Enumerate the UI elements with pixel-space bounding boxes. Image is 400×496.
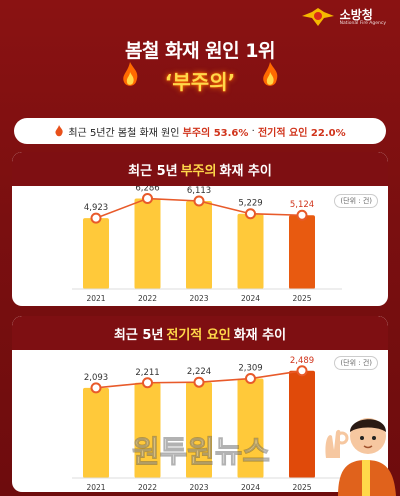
chart-title-prefix: 최근 5년 bbox=[128, 163, 178, 179]
bar-line-chart: 4,923 2021 6,286 2022 6,113 2023 5,229 2024 5,12… bbox=[72, 186, 342, 303]
summary-electrical: 전기적 요인 22.0% bbox=[257, 127, 346, 139]
bar bbox=[83, 218, 109, 289]
chart-title-highlight: 부주의 bbox=[180, 163, 217, 179]
x-tick-label: 2024 bbox=[241, 483, 260, 492]
fire-agency-emblem-icon bbox=[301, 8, 334, 26]
data-label: 2,093 bbox=[84, 373, 108, 383]
brand-subtitle: National Fire Agency bbox=[339, 20, 386, 26]
watermark: 원투원뉴스 bbox=[132, 435, 271, 471]
bar bbox=[289, 370, 315, 478]
data-point bbox=[142, 193, 153, 205]
watermark-text: 원투원뉴스 bbox=[132, 435, 270, 470]
data-point bbox=[90, 382, 102, 394]
data-label: 2,211 bbox=[135, 368, 159, 378]
data-point bbox=[193, 195, 205, 207]
flame-icon bbox=[263, 62, 278, 86]
data-label: 6,113 bbox=[187, 186, 211, 196]
bar bbox=[186, 382, 212, 478]
data-label: 2,489 bbox=[290, 356, 314, 366]
data-point bbox=[90, 212, 102, 224]
chart-title-suffix: 화재 추이 bbox=[219, 163, 272, 179]
x-tick-label: 2024 bbox=[241, 294, 260, 303]
bar bbox=[134, 382, 161, 478]
summary-separator: · bbox=[251, 125, 255, 137]
data-point bbox=[296, 365, 308, 377]
flame-icon bbox=[123, 62, 138, 86]
brand: 소방청 National Fire Agency bbox=[300, 6, 386, 28]
data-label: 2,309 bbox=[238, 364, 262, 374]
x-tick-label: 2022 bbox=[138, 483, 157, 492]
bar bbox=[237, 213, 264, 289]
data-point bbox=[245, 373, 256, 385]
x-tick-label: 2025 bbox=[292, 483, 311, 492]
bar bbox=[237, 378, 264, 478]
page-subtitle: ‘부주의’ bbox=[164, 70, 236, 94]
chart-card-electrical: 최근 5년 전기적 요인 화재 추이 (단위 : 건) 2,093 2021 2,2… bbox=[12, 316, 388, 492]
data-label: 6,286 bbox=[135, 186, 159, 194]
chart-card-carelessness: 최근 5년 부주의 화재 추이 (단위 : 건) 4,923 2021 6,286 2… bbox=[12, 152, 388, 306]
x-tick-label: 2021 bbox=[86, 483, 105, 492]
bar-line-chart: 2,093 2021 2,211 2022 2,224 2023 2,309 2024 2,48… bbox=[72, 356, 342, 492]
x-tick-label: 2023 bbox=[189, 483, 208, 492]
x-tick-label: 2022 bbox=[138, 294, 157, 303]
chart-title-highlight: 전기적 요인 bbox=[166, 327, 231, 343]
chart-title-prefix: 최근 5년 bbox=[113, 327, 164, 343]
data-label: 4,923 bbox=[84, 203, 108, 213]
bar bbox=[289, 215, 315, 289]
bar bbox=[134, 198, 161, 289]
summary-prefix: 최근 5년간 봄철 화재 원인 bbox=[68, 127, 180, 139]
data-point bbox=[245, 208, 256, 220]
x-tick-label: 2025 bbox=[292, 294, 311, 303]
unit-label: (단위 : 건) bbox=[334, 356, 378, 370]
chart-title: 최근 5년 전기적 요인 화재 추이 bbox=[12, 316, 388, 350]
bar bbox=[83, 387, 109, 478]
data-point bbox=[142, 377, 153, 389]
unit-label: (단위 : 건) bbox=[334, 194, 378, 208]
x-tick-label: 2021 bbox=[86, 294, 105, 303]
x-tick-label: 2023 bbox=[189, 294, 208, 303]
data-label: 2,224 bbox=[187, 367, 211, 377]
chart-title: 최근 5년 부주의 화재 추이 bbox=[12, 152, 388, 186]
page-title: 봄철 화재 원인 1위 bbox=[125, 40, 275, 62]
fire-icon bbox=[55, 125, 64, 137]
data-label: 5,124 bbox=[290, 200, 314, 210]
firefighter-mascot-icon bbox=[325, 418, 396, 496]
summary-carelessness: 부주의 53.6% bbox=[182, 127, 249, 139]
data-label: 5,229 bbox=[238, 199, 262, 209]
data-point bbox=[193, 376, 205, 388]
brand-name: 소방청 bbox=[339, 7, 373, 22]
data-point bbox=[296, 209, 308, 221]
summary-banner: 최근 5년간 봄철 화재 원인 부주의 53.6% · 전기적 요인 22.0% bbox=[14, 118, 386, 144]
bar bbox=[186, 201, 212, 289]
chart-title-suffix: 화재 추이 bbox=[233, 327, 287, 343]
